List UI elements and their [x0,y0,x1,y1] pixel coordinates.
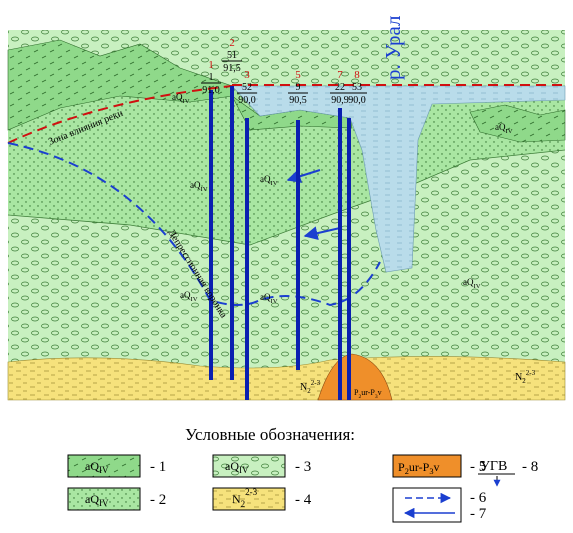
well-id: 1 [209,72,214,83]
legend-item: - 8 [522,459,538,475]
aq-base: aQ [180,290,191,300]
well-elevation: 90,9 [331,95,349,106]
well-id: 22 [335,82,345,93]
n-sup: 2-3 [311,379,321,387]
aq-sub: IV [239,465,249,475]
well-id: 52 [242,82,252,93]
legend-item: - 6 [470,490,487,506]
n: N [515,372,522,383]
n-sup: 2-3 [245,487,257,497]
n-sub: 2 [241,499,246,509]
n: N [232,492,241,506]
well-id: 53 [352,82,362,93]
well-number: 7 [337,69,343,81]
aq-sub: IV [191,296,198,303]
diagram: 1191,025191,535290,05990,572290,985390,0… [0,0,573,533]
aq-sub: IV [271,298,278,305]
perm-part: v [378,388,382,397]
legend-item: - 2 [150,492,166,508]
n-sup: 2-3 [526,369,536,377]
aq-base: aQ [260,292,271,302]
legend-swatch [393,488,461,522]
well-elevation: 91,0 [202,85,220,96]
legend-item: - 3 [295,459,311,475]
aq-base: aQ [225,459,239,473]
well-id: 9 [296,82,301,93]
aq-base: aQ [85,492,99,506]
legend-permian: P2ur-P3v [398,460,440,476]
aq-sub: IV [474,283,481,290]
aq-base: aQ [463,277,474,287]
aq-sub: IV [99,498,109,508]
well-number: 8 [354,69,360,81]
legend-title: Условные обозначения: [185,425,355,444]
legend-item: - 4 [295,492,312,508]
n: N [300,382,307,393]
aq-sub: IV [506,128,513,135]
well-number: 3 [244,69,250,81]
aq-sub: IV [183,98,190,105]
n-sub: 2 [522,377,526,385]
perm-part: v [434,460,440,474]
well-number: 5 [295,69,301,81]
well-elevation: 90,0 [348,95,366,106]
aq-base: aQ [190,180,201,190]
legend-item: - 1 [150,459,166,475]
well-elevation: 90,5 [289,95,307,106]
aq-base: aQ [85,459,99,473]
page: {"river_label": "р. Урал", "wells": [ {"… [0,0,573,533]
aq-sub: IV [99,465,109,475]
aq-base: aQ [172,92,183,102]
river-label: р. Урал [381,15,405,80]
well-elevation: 91,5 [223,63,241,74]
legend-item: - 5 [470,459,486,475]
aq-sub: IV [271,180,278,187]
aq-sub: IV [201,186,208,193]
legend-items: - 1 - 2 - 3 - 4 - 5 - 6- 7 - 8 [150,459,538,522]
perm-part: ur-P [409,460,430,474]
aq-base: aQ [260,174,271,184]
aq-base: aQ [495,122,506,132]
well-elevation: 90,0 [238,95,256,106]
legend-swatch [213,455,285,477]
well-number: 1 [208,59,214,71]
legend-item: - 7 [470,506,487,522]
perm-part: ur-P [361,388,375,397]
cross-section: 1191,025191,535290,05990,572290,985390,0… [8,15,565,400]
well-id: 51 [227,50,237,61]
well-number: 2 [229,37,235,49]
n-sub: 2 [307,387,311,395]
